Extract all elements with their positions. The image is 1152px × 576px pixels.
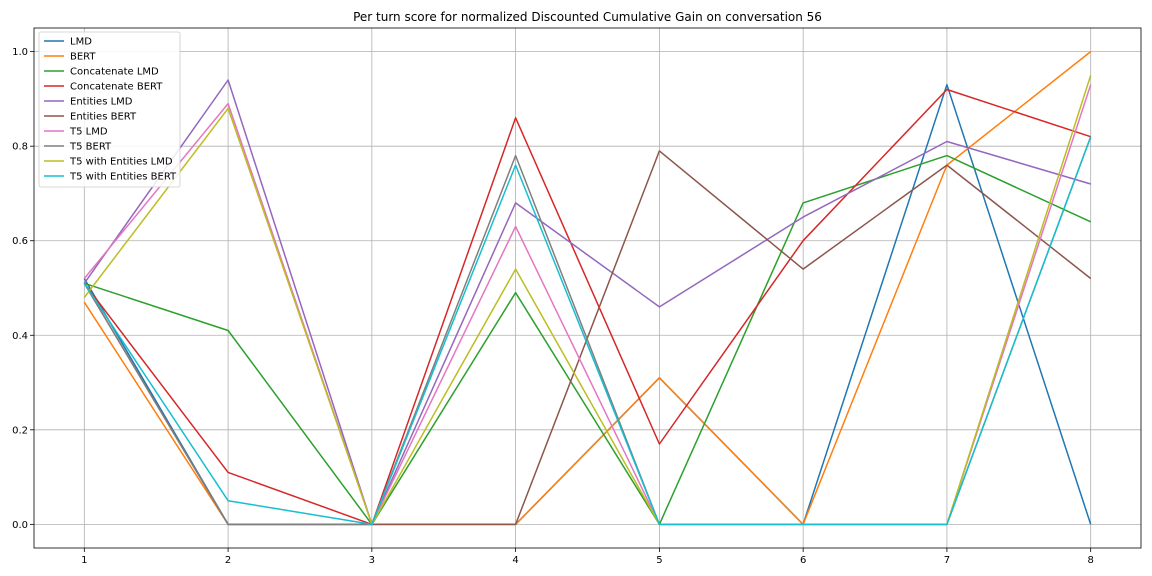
x-tick-label: 3 xyxy=(369,555,375,566)
legend: LMD BERT Concatenate LMD Concatenate BERT En… xyxy=(38,31,181,188)
series-line-t5-with-entities-bert xyxy=(83,136,1092,526)
y-tick-label: 0.2 xyxy=(12,425,28,436)
series-line-t5-bert xyxy=(83,136,1092,526)
legend-label: LMD xyxy=(70,37,92,48)
legend-label: Entities BERT xyxy=(70,112,137,123)
x-tick-label: 8 xyxy=(1087,555,1093,566)
x-tick-label: 4 xyxy=(512,555,518,566)
y-tick-label: 1.0 xyxy=(12,47,28,58)
legend-label: BERT xyxy=(70,52,96,63)
y-tick-label: 0.4 xyxy=(12,331,28,342)
plot-frame xyxy=(33,27,1142,549)
legend-box xyxy=(38,31,181,188)
x-tick-label: 7 xyxy=(944,555,950,566)
y-tick-label: 0.6 xyxy=(12,236,28,247)
series-line-concatenate-bert xyxy=(83,88,1091,526)
series-lines xyxy=(83,51,1092,526)
series-line-concatenate-lmd xyxy=(84,154,1092,526)
x-tick-label: 2 xyxy=(225,555,231,566)
x-tick-label: 1 xyxy=(81,555,87,566)
series-line-t5-with-entities-lmd xyxy=(83,75,1092,526)
grid xyxy=(34,28,1141,548)
legend-label: T5 with Entities BERT xyxy=(69,172,177,183)
y-axis: 0.0 0.2 0.4 0.6 0.8 1.0 xyxy=(12,47,34,531)
series-line-entities-bert xyxy=(83,150,1092,526)
x-tick-label: 5 xyxy=(656,555,662,566)
y-tick-label: 0.8 xyxy=(12,142,28,153)
series-line-t5-lmd xyxy=(83,84,1092,526)
legend-label: T5 with Entities LMD xyxy=(69,157,173,168)
legend-label: Entities LMD xyxy=(70,97,133,108)
legend-label: T5 BERT xyxy=(69,142,112,153)
legend-label: Concatenate LMD xyxy=(70,67,159,78)
series-line-lmd xyxy=(83,83,1092,526)
chart-title: Per turn score for normalized Discounted… xyxy=(353,10,822,24)
y-tick-label: 0.0 xyxy=(12,520,28,531)
x-axis: 1 2 3 4 5 6 7 8 xyxy=(81,548,1094,566)
legend-label: Concatenate BERT xyxy=(70,82,163,93)
x-tick-label: 6 xyxy=(800,555,806,566)
legend-label: T5 LMD xyxy=(69,127,108,138)
series-line-entities-lmd xyxy=(83,79,1091,526)
